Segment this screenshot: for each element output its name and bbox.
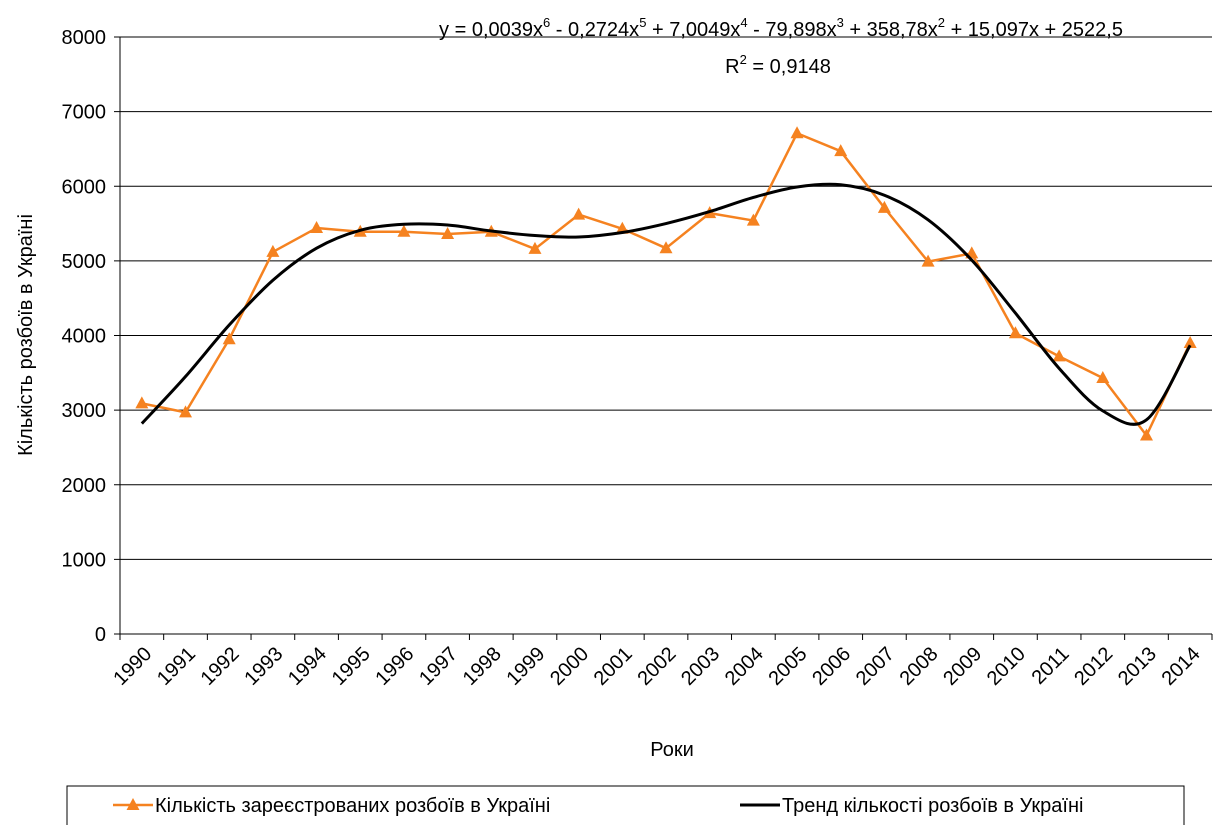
marker (266, 244, 280, 257)
superscript: 2 (740, 52, 747, 67)
marker (921, 254, 935, 267)
x-tick-label: 1999 (502, 643, 549, 690)
x-tick-label: 2003 (677, 643, 724, 690)
text-part: - 0,2724x (550, 19, 639, 41)
x-tick-label: 2007 (852, 643, 899, 690)
x-tick-label: 1995 (328, 643, 375, 690)
superscript: 2 (938, 15, 945, 30)
marker (834, 144, 848, 157)
x-tick-label: 1994 (284, 643, 331, 690)
marker (1008, 326, 1022, 339)
y-tick-label: 1000 (62, 549, 107, 571)
y-tick-label: 8000 (62, 27, 107, 49)
series-line (140, 182, 1192, 426)
y-tick-label: 0 (95, 624, 106, 646)
legend-box (66, 785, 1185, 825)
x-tick-label: 1997 (415, 643, 462, 690)
marker (1096, 371, 1110, 384)
y-tick-label: 6000 (62, 176, 107, 198)
y-axis-label: Кількість розбоїв в Україні (15, 214, 37, 456)
text-part: R (725, 56, 739, 78)
marker (528, 241, 542, 254)
x-tick-label: 2004 (721, 643, 768, 690)
marker (397, 224, 411, 237)
marker (1052, 349, 1066, 362)
r-squared: R2 = 0,9148 (725, 52, 831, 78)
x-tick-label: 1998 (459, 643, 506, 690)
x-tick-label: 1990 (109, 643, 156, 690)
text-part: + 358,78x (844, 19, 938, 41)
x-tick-label: 2012 (1070, 643, 1117, 690)
x-tick-label: 1991 (153, 643, 200, 690)
x-tick-label: 2010 (983, 643, 1030, 690)
marker (746, 213, 760, 226)
x-tick-label: 2011 (1028, 643, 1074, 689)
marker (179, 405, 193, 418)
x-tick-label: 1992 (197, 643, 244, 690)
text-part: y = 0,0039x (439, 19, 543, 41)
text-part: = 0,9148 (747, 56, 831, 78)
marker (1183, 335, 1197, 348)
trendline-equation: y = 0,0039x6 - 0,2724x5 + 7,0049x4 - 79,… (439, 15, 1123, 41)
series-line (141, 132, 1192, 437)
x-tick-label: 2002 (633, 643, 680, 690)
x-tick-label: 2009 (939, 643, 986, 690)
x-axis-label: Роки (650, 739, 694, 761)
text-part: - 79,898x (748, 19, 837, 41)
superscript: 5 (639, 15, 646, 30)
marker (659, 241, 673, 254)
x-tick-label: 2008 (896, 643, 943, 690)
x-tick-label: 2001 (590, 643, 637, 690)
y-tick-label: 2000 (62, 475, 107, 497)
y-tick-label: 7000 (62, 102, 107, 124)
marker (877, 200, 891, 213)
y-tick-label: 3000 (62, 400, 107, 422)
marker (310, 221, 324, 234)
legend-label: Тренд кількості розбоїв в Україні (782, 795, 1083, 817)
marker (790, 126, 804, 139)
legend-label: Кількість зареєстрованих розбоїв в Украї… (155, 795, 550, 817)
marker (1139, 428, 1153, 441)
y-tick-label: 4000 (62, 326, 107, 348)
x-tick-label: 1993 (240, 643, 287, 690)
x-tick-label: 1996 (371, 643, 418, 690)
x-tick-label: 2014 (1158, 643, 1205, 690)
superscript: 4 (740, 15, 747, 30)
legend-marker (126, 798, 140, 810)
marker (441, 227, 455, 240)
y-tick-label: 5000 (62, 251, 107, 273)
marker (572, 207, 586, 220)
x-tick-label: 2013 (1114, 643, 1161, 690)
x-tick-label: 2005 (765, 643, 812, 690)
x-tick-label: 2000 (546, 643, 593, 690)
superscript: 3 (837, 15, 844, 30)
superscript: 6 (543, 15, 550, 30)
marker (222, 332, 236, 345)
x-tick-label: 2006 (808, 643, 855, 690)
text-part: + 15,097x + 2522,5 (945, 19, 1123, 41)
marker (135, 396, 149, 409)
text-part: + 7,0049x (646, 19, 740, 41)
